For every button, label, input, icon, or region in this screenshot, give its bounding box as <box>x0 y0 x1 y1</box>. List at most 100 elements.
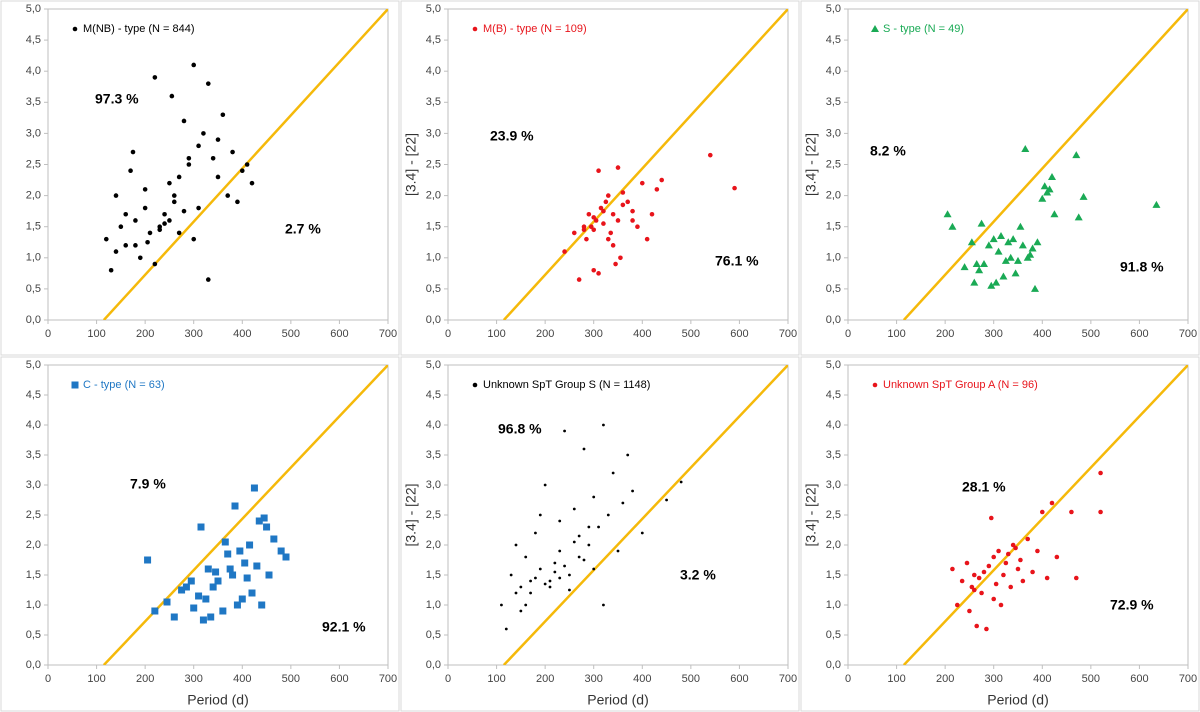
y-tick-label: 0,0 <box>826 659 841 671</box>
annotation: 23.9 % <box>490 128 534 144</box>
point <box>196 205 201 211</box>
reference-line <box>502 9 788 320</box>
point <box>235 199 240 205</box>
point <box>162 221 167 226</box>
point <box>1031 284 1039 292</box>
y-tick-label: 3,5 <box>826 96 841 108</box>
point <box>967 238 976 246</box>
x-tick-label: 700 <box>779 673 797 685</box>
point <box>191 236 197 242</box>
point <box>991 554 997 560</box>
point <box>205 277 211 282</box>
point <box>601 208 606 214</box>
annotation: 91.8 % <box>1120 259 1164 275</box>
point <box>1045 185 1054 193</box>
point <box>282 553 290 561</box>
point <box>249 180 255 186</box>
x-tick-label: 500 <box>282 673 300 685</box>
point <box>987 281 996 289</box>
annotation: 92.1 % <box>322 619 366 635</box>
legend-label: C - type (N = 63) <box>83 379 165 391</box>
x-tick-label: 700 <box>1179 673 1197 685</box>
x-tick-label: 100 <box>487 673 505 685</box>
point <box>984 241 993 249</box>
point <box>191 62 197 68</box>
point <box>1018 557 1023 563</box>
point <box>225 193 231 198</box>
point <box>615 165 621 170</box>
point <box>215 174 221 180</box>
point <box>221 538 229 546</box>
y-tick-label: 4,5 <box>826 389 841 401</box>
point <box>625 199 631 205</box>
point <box>581 224 587 229</box>
y-tick-label: 5,0 <box>26 3 41 15</box>
point <box>981 569 987 575</box>
x-tick-label: 600 <box>330 673 348 685</box>
point <box>543 582 547 586</box>
point <box>167 218 172 223</box>
plot-area <box>447 364 789 666</box>
x-tick-label: 400 <box>633 673 651 685</box>
point <box>1006 253 1015 261</box>
point <box>950 566 955 572</box>
point <box>665 498 668 502</box>
x-tick-label: 300 <box>985 328 1003 340</box>
plot-area <box>47 8 389 321</box>
point <box>630 208 635 214</box>
point <box>215 137 221 142</box>
point <box>1069 509 1074 515</box>
point <box>1001 572 1006 578</box>
x-tick-label: 500 <box>682 673 700 685</box>
point <box>587 525 591 529</box>
point <box>248 589 256 597</box>
plot-area <box>847 364 1189 666</box>
x-tick-label: 600 <box>1130 673 1148 685</box>
point <box>1028 244 1037 252</box>
y-tick-label: 2,5 <box>26 509 41 521</box>
point <box>224 550 232 558</box>
point <box>659 177 665 183</box>
point <box>960 263 969 271</box>
x-axis-title: Period (d) <box>187 692 248 708</box>
y-tick-label: 3,5 <box>426 449 441 461</box>
y-tick-label: 3,5 <box>826 449 841 461</box>
panel: 0,0 0,5 1,0 1,5 2,0 2,5 3,0 3,5 4,0 4,5 5,0 0 100 200… <box>400 356 800 712</box>
point <box>167 180 172 186</box>
point <box>707 152 713 158</box>
point <box>994 247 1003 255</box>
point <box>572 540 576 544</box>
annotation: 96.8 % <box>498 421 542 437</box>
point <box>991 596 997 602</box>
point <box>197 523 205 531</box>
point <box>514 543 518 547</box>
y-tick-label: 2,5 <box>826 158 841 170</box>
annotation: 76.1 % <box>715 253 759 269</box>
y-tick-label: 1,0 <box>826 599 841 611</box>
point <box>584 236 589 242</box>
x-tick-label: 400 <box>233 328 251 340</box>
y-tick-label: 1,0 <box>26 599 41 611</box>
y-tick-label: 2,0 <box>426 539 441 551</box>
point <box>679 480 683 484</box>
point <box>1049 500 1055 506</box>
point <box>596 168 601 174</box>
y-tick-label: 3,5 <box>426 96 441 108</box>
x-axis-title: Period (d) <box>587 692 648 708</box>
annotation: 3.2 % <box>680 567 716 583</box>
point <box>639 180 645 186</box>
point <box>103 236 109 242</box>
point <box>233 601 241 609</box>
y-tick-label: 0,0 <box>26 314 41 326</box>
y-tick-label: 4,0 <box>26 419 41 431</box>
point <box>649 211 655 217</box>
point <box>190 604 198 612</box>
y-tick-label: 0,5 <box>426 283 441 295</box>
point <box>1021 144 1030 152</box>
point <box>1015 566 1021 572</box>
point <box>630 218 635 223</box>
annotation: 2.7 % <box>285 221 321 237</box>
point <box>577 534 581 538</box>
point <box>181 118 187 124</box>
